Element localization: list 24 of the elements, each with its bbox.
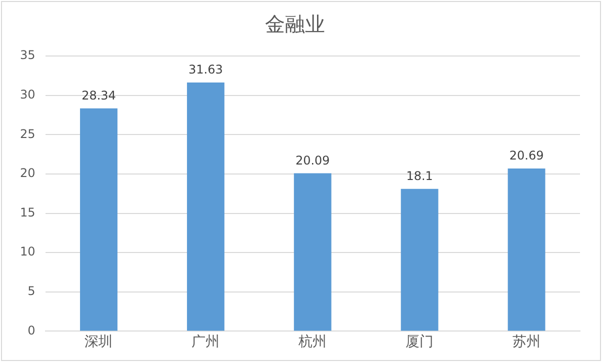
data-label: 18.1 [406, 169, 433, 184]
x-tick-label: 厦门 [406, 334, 434, 350]
x-tick-label: 深圳 [84, 334, 113, 350]
x-tick-label: 广州 [192, 334, 220, 350]
y-tick-label: 5 [28, 284, 36, 298]
y-tick-label: 35 [20, 48, 36, 62]
data-label: 31.63 [188, 62, 223, 77]
chart-title: 金融业 [265, 12, 325, 36]
x-tick-label: 杭州 [298, 334, 327, 350]
data-label: 20.09 [295, 153, 330, 168]
bar [508, 168, 546, 331]
bar [294, 173, 332, 331]
y-tick-label: 25 [20, 126, 36, 141]
bar [186, 82, 224, 331]
data-label: 20.69 [509, 148, 544, 163]
x-tick-label: 苏州 [512, 334, 541, 350]
y-tick-label: 20 [20, 166, 36, 180]
y-tick-label: 15 [20, 205, 36, 220]
data-label: 28.34 [82, 88, 116, 102]
bar [400, 188, 438, 331]
y-tick-label: 0 [28, 323, 36, 338]
y-tick-label: 30 [20, 87, 36, 102]
y-tick-label: 10 [20, 244, 36, 259]
bar [80, 108, 118, 331]
